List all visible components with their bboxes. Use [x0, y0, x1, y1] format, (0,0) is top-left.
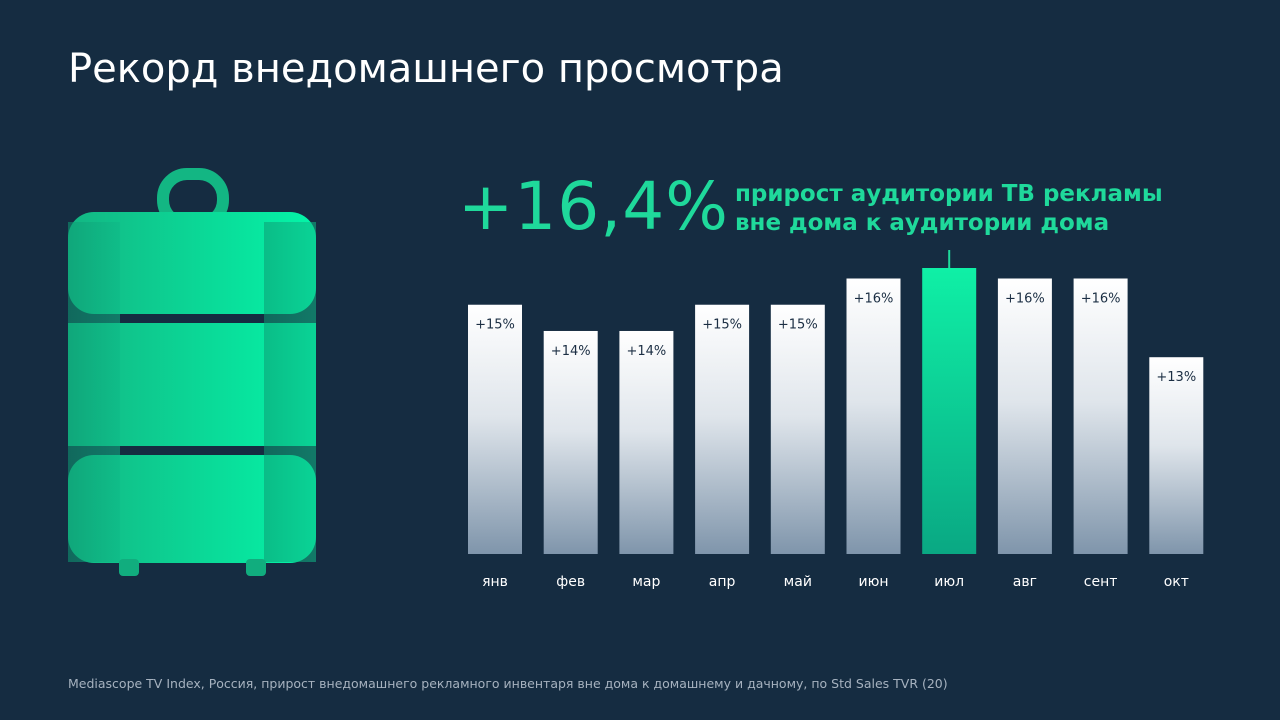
x-tick-label: июн [858, 574, 888, 590]
bar-value-label: +15% [475, 318, 515, 333]
x-tick-label: мар [632, 574, 660, 590]
bar-value-label: +13% [1156, 370, 1196, 385]
bar-фев [543, 330, 598, 554]
x-tick-label: авг [1013, 574, 1037, 590]
x-tick-label: сент [1084, 574, 1118, 590]
bar-value-label: +16% [1005, 291, 1045, 306]
bar-value-label: +16% [854, 291, 894, 306]
x-tick-label: фев [556, 574, 585, 590]
bar-апр [695, 304, 750, 554]
x-tick-label: июл [934, 574, 964, 590]
bar-янв [468, 304, 522, 554]
bar-value-label: +14% [627, 344, 667, 359]
bar-сент [1073, 278, 1128, 554]
bar-value-label: +15% [778, 318, 818, 333]
bar-май [770, 304, 825, 554]
x-tick-label: май [784, 574, 812, 590]
bar-chart: +15% янв +14% фев +14% мар +15% апр +15% май +16% и… [468, 250, 1204, 590]
headline-value: +16,4% [458, 168, 729, 245]
suitcase-icon [68, 168, 316, 576]
bar-авг [997, 278, 1052, 554]
bar-мар [619, 330, 674, 554]
bar-value-label: +14% [551, 344, 591, 359]
bar-value-label: +16% [1081, 291, 1121, 306]
x-tick-label: апр [709, 574, 736, 590]
x-tick-label: окт [1164, 574, 1189, 590]
bar-июл [922, 268, 977, 554]
bar-окт [1149, 357, 1204, 554]
caption-line: прирост аудитории ТВ рекламы [735, 181, 1163, 207]
bar-июн [846, 278, 901, 554]
x-tick-label: янв [482, 574, 508, 590]
caption-line: вне дома к аудитории дома [735, 210, 1110, 236]
source-footnote: Mediascope TV Index, Россия, прирост вне… [68, 676, 948, 691]
headline-caption: прирост аудитории ТВ рекламы вне дома к … [735, 180, 1163, 238]
bar-value-label: +15% [702, 318, 742, 333]
page-title: Рекорд внедомашнего просмотра [68, 46, 784, 92]
